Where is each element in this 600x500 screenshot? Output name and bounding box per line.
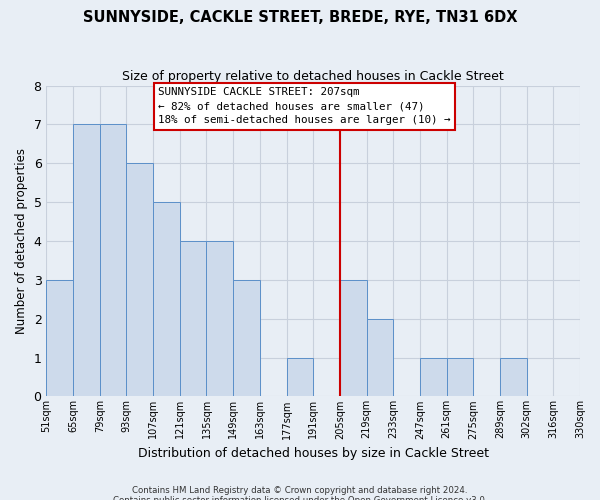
- Text: SUNNYSIDE, CACKLE STREET, BREDE, RYE, TN31 6DX: SUNNYSIDE, CACKLE STREET, BREDE, RYE, TN…: [83, 10, 517, 25]
- Y-axis label: Number of detached properties: Number of detached properties: [15, 148, 28, 334]
- Bar: [100, 124, 127, 396]
- Bar: [206, 241, 233, 396]
- X-axis label: Distribution of detached houses by size in Cackle Street: Distribution of detached houses by size …: [138, 447, 489, 460]
- Bar: [127, 164, 153, 396]
- Bar: [367, 318, 393, 396]
- Bar: [233, 280, 260, 396]
- Text: Contains public sector information licensed under the Open Government Licence v3: Contains public sector information licen…: [113, 496, 487, 500]
- Bar: [153, 202, 180, 396]
- Bar: [287, 358, 313, 397]
- Bar: [180, 241, 206, 396]
- Bar: [340, 280, 367, 396]
- Bar: [420, 358, 446, 397]
- Title: Size of property relative to detached houses in Cackle Street: Size of property relative to detached ho…: [122, 70, 504, 83]
- Text: Contains HM Land Registry data © Crown copyright and database right 2024.: Contains HM Land Registry data © Crown c…: [132, 486, 468, 495]
- Bar: [73, 124, 100, 396]
- Bar: [446, 358, 473, 397]
- Text: SUNNYSIDE CACKLE STREET: 207sqm
← 82% of detached houses are smaller (47)
18% of: SUNNYSIDE CACKLE STREET: 207sqm ← 82% of…: [158, 88, 451, 126]
- Bar: [46, 280, 73, 396]
- Bar: [500, 358, 527, 397]
